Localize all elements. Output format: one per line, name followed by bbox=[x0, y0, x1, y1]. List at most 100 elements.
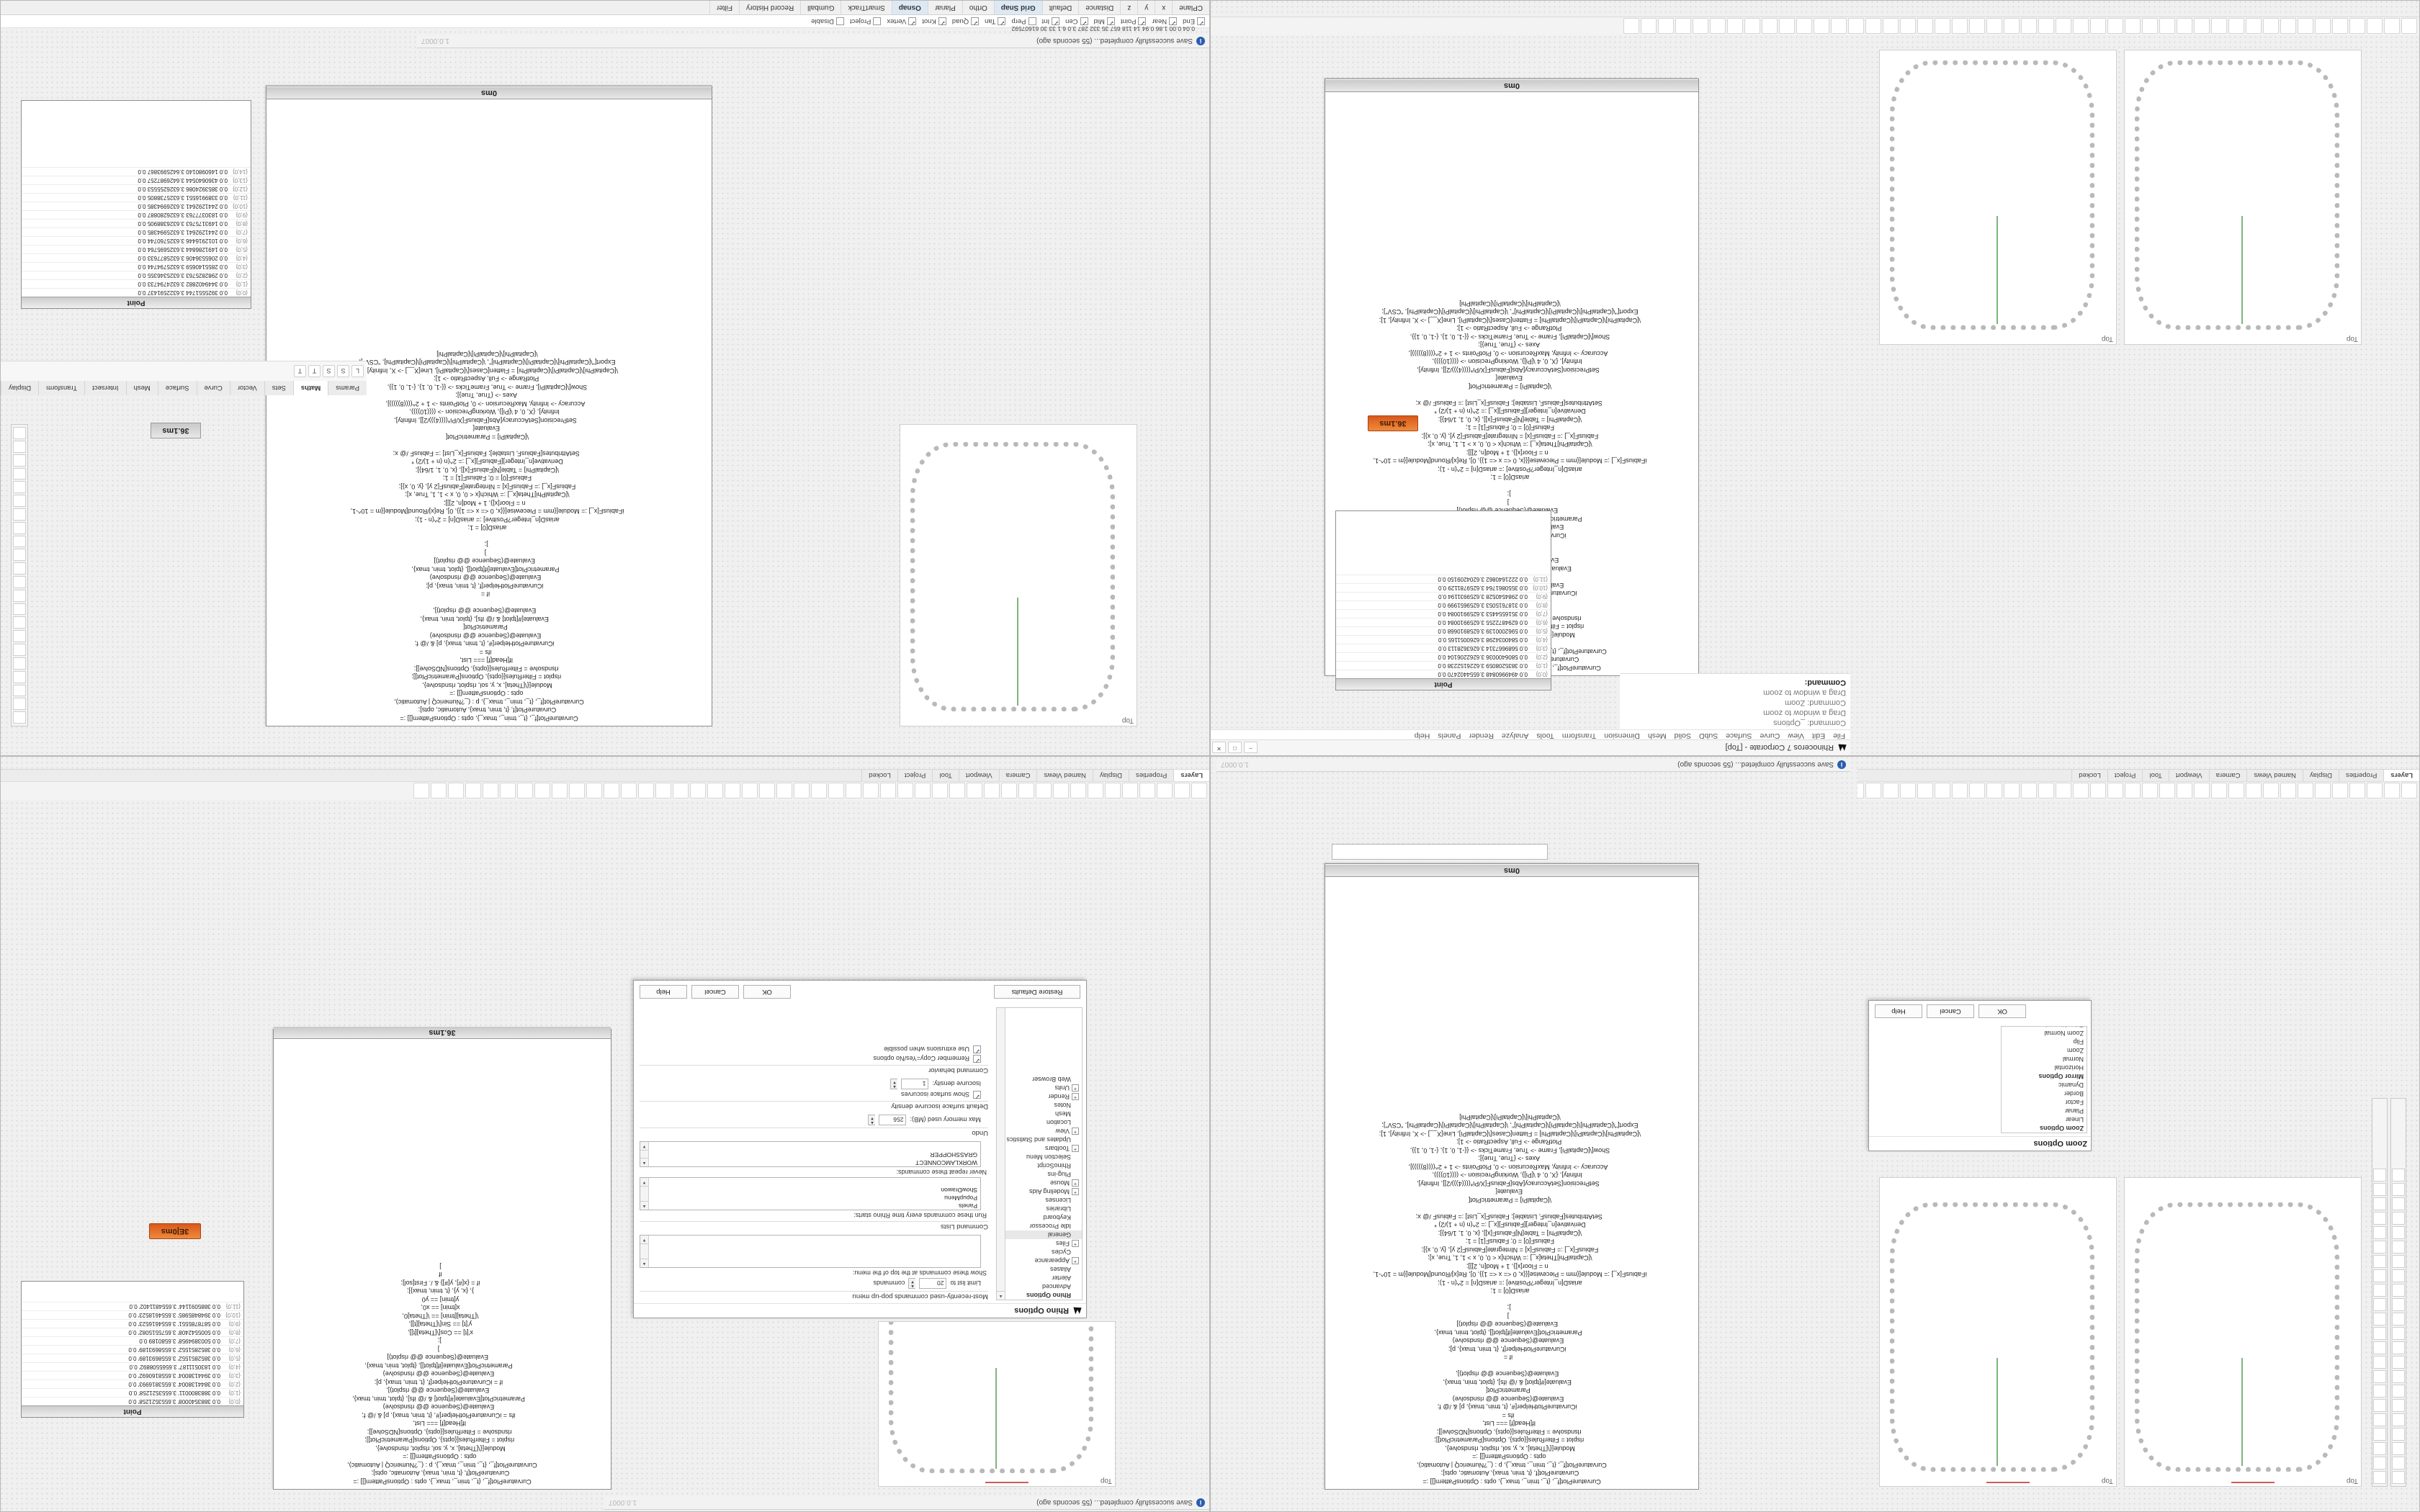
statusbar-toggle-grid-snap[interactable]: Grid Snap bbox=[993, 1, 1042, 14]
side-toolbar-button-8[interactable] bbox=[2373, 1356, 2386, 1369]
side-toolbar-button-1[interactable] bbox=[2373, 1457, 2386, 1470]
statusbar-toggle-planar[interactable]: Planar bbox=[927, 1, 962, 14]
toolbar-button-11[interactable] bbox=[1001, 783, 1017, 799]
list-item[interactable]: ShowDrawon bbox=[941, 1187, 977, 1194]
rhino-titlebar-c[interactable]: Rhinoceros 7 Corporate - [Top] – □ ✕ bbox=[1210, 739, 1850, 755]
rhino-statusbar[interactable]: CPlane x y z Distance Default Grid Snap Ortho Pl… bbox=[0, 1, 1209, 15]
never-scrollbar[interactable]: ▲ ▼ bbox=[640, 1142, 649, 1166]
scroll-up-arrow[interactable]: ▲ bbox=[997, 1291, 1005, 1300]
osnap-perp[interactable]: Perp bbox=[1011, 17, 1036, 25]
toolbar-button-41[interactable] bbox=[483, 783, 498, 799]
toolbar-button-17[interactable] bbox=[897, 783, 913, 799]
options-tree-item[interactable]: Selection Menu bbox=[997, 1153, 1082, 1161]
toolbar-button-13[interactable] bbox=[2177, 18, 2192, 35]
scroll-down-arrow[interactable]: ▼ bbox=[640, 1236, 648, 1244]
checkbox[interactable] bbox=[998, 17, 1006, 25]
expand-icon[interactable]: + bbox=[1072, 1179, 1079, 1187]
toolbar-button-6[interactable] bbox=[2298, 18, 2313, 35]
panel-tab-locked[interactable]: Locked bbox=[861, 770, 897, 781]
side-toolbar-button-21[interactable] bbox=[2392, 1169, 2405, 1182]
restore-defaults-button[interactable]: Restore Defaults bbox=[994, 985, 1080, 999]
toolbar-button-4[interactable] bbox=[2332, 18, 2348, 35]
toolbar-button-26[interactable] bbox=[742, 783, 758, 799]
options-tree-item[interactable]: Mesh bbox=[997, 1110, 1082, 1118]
toolbar-button-0[interactable] bbox=[2401, 783, 2417, 799]
gh-component-sequence[interactable]: S bbox=[337, 365, 349, 377]
side-toolbar-button-5[interactable] bbox=[13, 644, 26, 656]
osnap-int[interactable]: Int bbox=[1042, 17, 1060, 25]
gh-script-panel-a[interactable]: CurvaturePlot[f_, {t_, tmin_, tmax_}, op… bbox=[1325, 863, 1699, 1490]
toolbar-button-10[interactable] bbox=[2228, 18, 2244, 35]
command-prompt[interactable]: Command: bbox=[1804, 678, 1846, 687]
gh-mini-panel-a[interactable] bbox=[1332, 844, 1548, 860]
checkbox[interactable] bbox=[1052, 17, 1060, 25]
side-toolbar-button-17[interactable] bbox=[2392, 1226, 2405, 1239]
statusbar-toggle-record-history[interactable]: Record History bbox=[739, 1, 801, 14]
toolbar-button-23[interactable] bbox=[2004, 18, 2020, 35]
expand-icon[interactable]: + bbox=[1072, 1128, 1079, 1135]
side-toolbar-button-12[interactable] bbox=[13, 549, 26, 562]
panel-tab-display[interactable]: Display bbox=[1092, 770, 1129, 781]
zoom-option-item[interactable]: Planar bbox=[2064, 1107, 2084, 1115]
rhino-toolbar-c[interactable] bbox=[1210, 17, 2419, 35]
options-tree-item[interactable]: Location bbox=[997, 1118, 1082, 1127]
density-spinner[interactable]: ▲ ▼ bbox=[890, 1079, 898, 1089]
side-toolbar-button-7[interactable] bbox=[2373, 1370, 2386, 1383]
side-toolbar-button-1[interactable] bbox=[2392, 1457, 2405, 1470]
rhino-tab-strip-b[interactable]: Layers Properties Display Named Views Camera… bbox=[0, 769, 1209, 781]
options-tree-item[interactable]: + Mouse bbox=[997, 1179, 1082, 1187]
rhino-viewport-top-3[interactable]: Top bbox=[878, 1321, 1116, 1487]
toolbar-button-1[interactable] bbox=[2384, 783, 2400, 799]
toolbar-button-32[interactable] bbox=[1857, 783, 1864, 799]
toolbar-button-32[interactable] bbox=[1848, 18, 1864, 35]
toolbar-button-15[interactable] bbox=[2142, 783, 2158, 799]
gh-tab-curve[interactable]: Curve bbox=[196, 381, 230, 395]
mru-listbox[interactable]: ▲ ▼ bbox=[640, 1235, 981, 1268]
toolbar-button-19[interactable] bbox=[2073, 18, 2089, 35]
toolbar-button-22[interactable] bbox=[2021, 783, 2037, 799]
toolbar-button-8[interactable] bbox=[2263, 783, 2279, 799]
osnap-mid[interactable]: Mid bbox=[1094, 17, 1115, 25]
osnap-vertex[interactable]: Vertex bbox=[887, 17, 917, 25]
toolbar-button-17[interactable] bbox=[2107, 18, 2123, 35]
rhino-viewport-top-4[interactable]: Top bbox=[2124, 50, 2362, 345]
expand-icon[interactable]: + bbox=[1072, 1093, 1079, 1100]
side-toolbar-button-9[interactable] bbox=[2373, 1341, 2386, 1354]
limit-list-input[interactable]: 20 bbox=[919, 1278, 947, 1289]
window-buttons[interactable]: – □ ✕ bbox=[1212, 742, 1258, 754]
rhino-toolbar-b[interactable] bbox=[0, 781, 1209, 800]
zoom-options-list[interactable]: Zoom Options Linear Planar Factor Border Dyna… bbox=[2001, 1026, 2087, 1133]
side-toolbar-button-12[interactable] bbox=[2392, 1298, 2405, 1311]
panel-tab-viewport[interactable]: Viewport bbox=[958, 770, 999, 781]
isocurve-density-input[interactable]: 1 bbox=[901, 1079, 929, 1089]
side-toolbar-button-9[interactable] bbox=[2392, 1341, 2405, 1354]
side-toolbar-button-9[interactable] bbox=[13, 589, 26, 602]
gh-tab-surface[interactable]: Surface bbox=[157, 381, 197, 395]
toolbar-button-30[interactable] bbox=[1883, 783, 1899, 799]
osnap-near[interactable]: Near bbox=[1152, 17, 1178, 25]
use-extrusions-checkbox[interactable] bbox=[973, 1045, 981, 1053]
run-commands-listbox[interactable]: Panels PopupMenu ShowDrawon ▲ ▼ bbox=[640, 1177, 981, 1210]
gh-number-panel-d[interactable]: Point {0;0} 0.0 3925551744 3.6322591437 0… bbox=[21, 100, 251, 309]
toolbar-button-22[interactable] bbox=[811, 783, 827, 799]
side-toolbar-button-0[interactable] bbox=[2392, 1471, 2405, 1484]
toolbar-button-13[interactable] bbox=[2177, 783, 2192, 799]
toolbar-button-26[interactable] bbox=[1952, 783, 1968, 799]
toolbar-button-3[interactable] bbox=[2349, 783, 2365, 799]
statusbar-toggle-osnap[interactable]: Osnap bbox=[891, 1, 928, 14]
toolbar-button-3[interactable] bbox=[1139, 783, 1155, 799]
toolbar-button-21[interactable] bbox=[2038, 18, 2054, 35]
side-toolbar-button-11[interactable] bbox=[13, 562, 26, 575]
side-toolbar-button-1[interactable] bbox=[13, 698, 26, 711]
toolbar-button-39[interactable] bbox=[1727, 18, 1743, 35]
toolbar-button-13[interactable] bbox=[967, 783, 982, 799]
checkbox[interactable] bbox=[938, 17, 946, 25]
statusbar-toggle-ortho[interactable]: Ortho bbox=[962, 1, 994, 14]
options-tree-item[interactable]: + Appearance bbox=[997, 1256, 1082, 1265]
side-toolbar-button-8[interactable] bbox=[2392, 1356, 2405, 1369]
cancel-button[interactable]: Cancel bbox=[691, 985, 739, 999]
options-tree-item[interactable]: + Toolbars bbox=[997, 1144, 1082, 1153]
checkbox[interactable] bbox=[1106, 17, 1115, 25]
toolbar-button-43[interactable] bbox=[448, 783, 464, 799]
side-toolbar-button-3[interactable] bbox=[13, 670, 26, 683]
